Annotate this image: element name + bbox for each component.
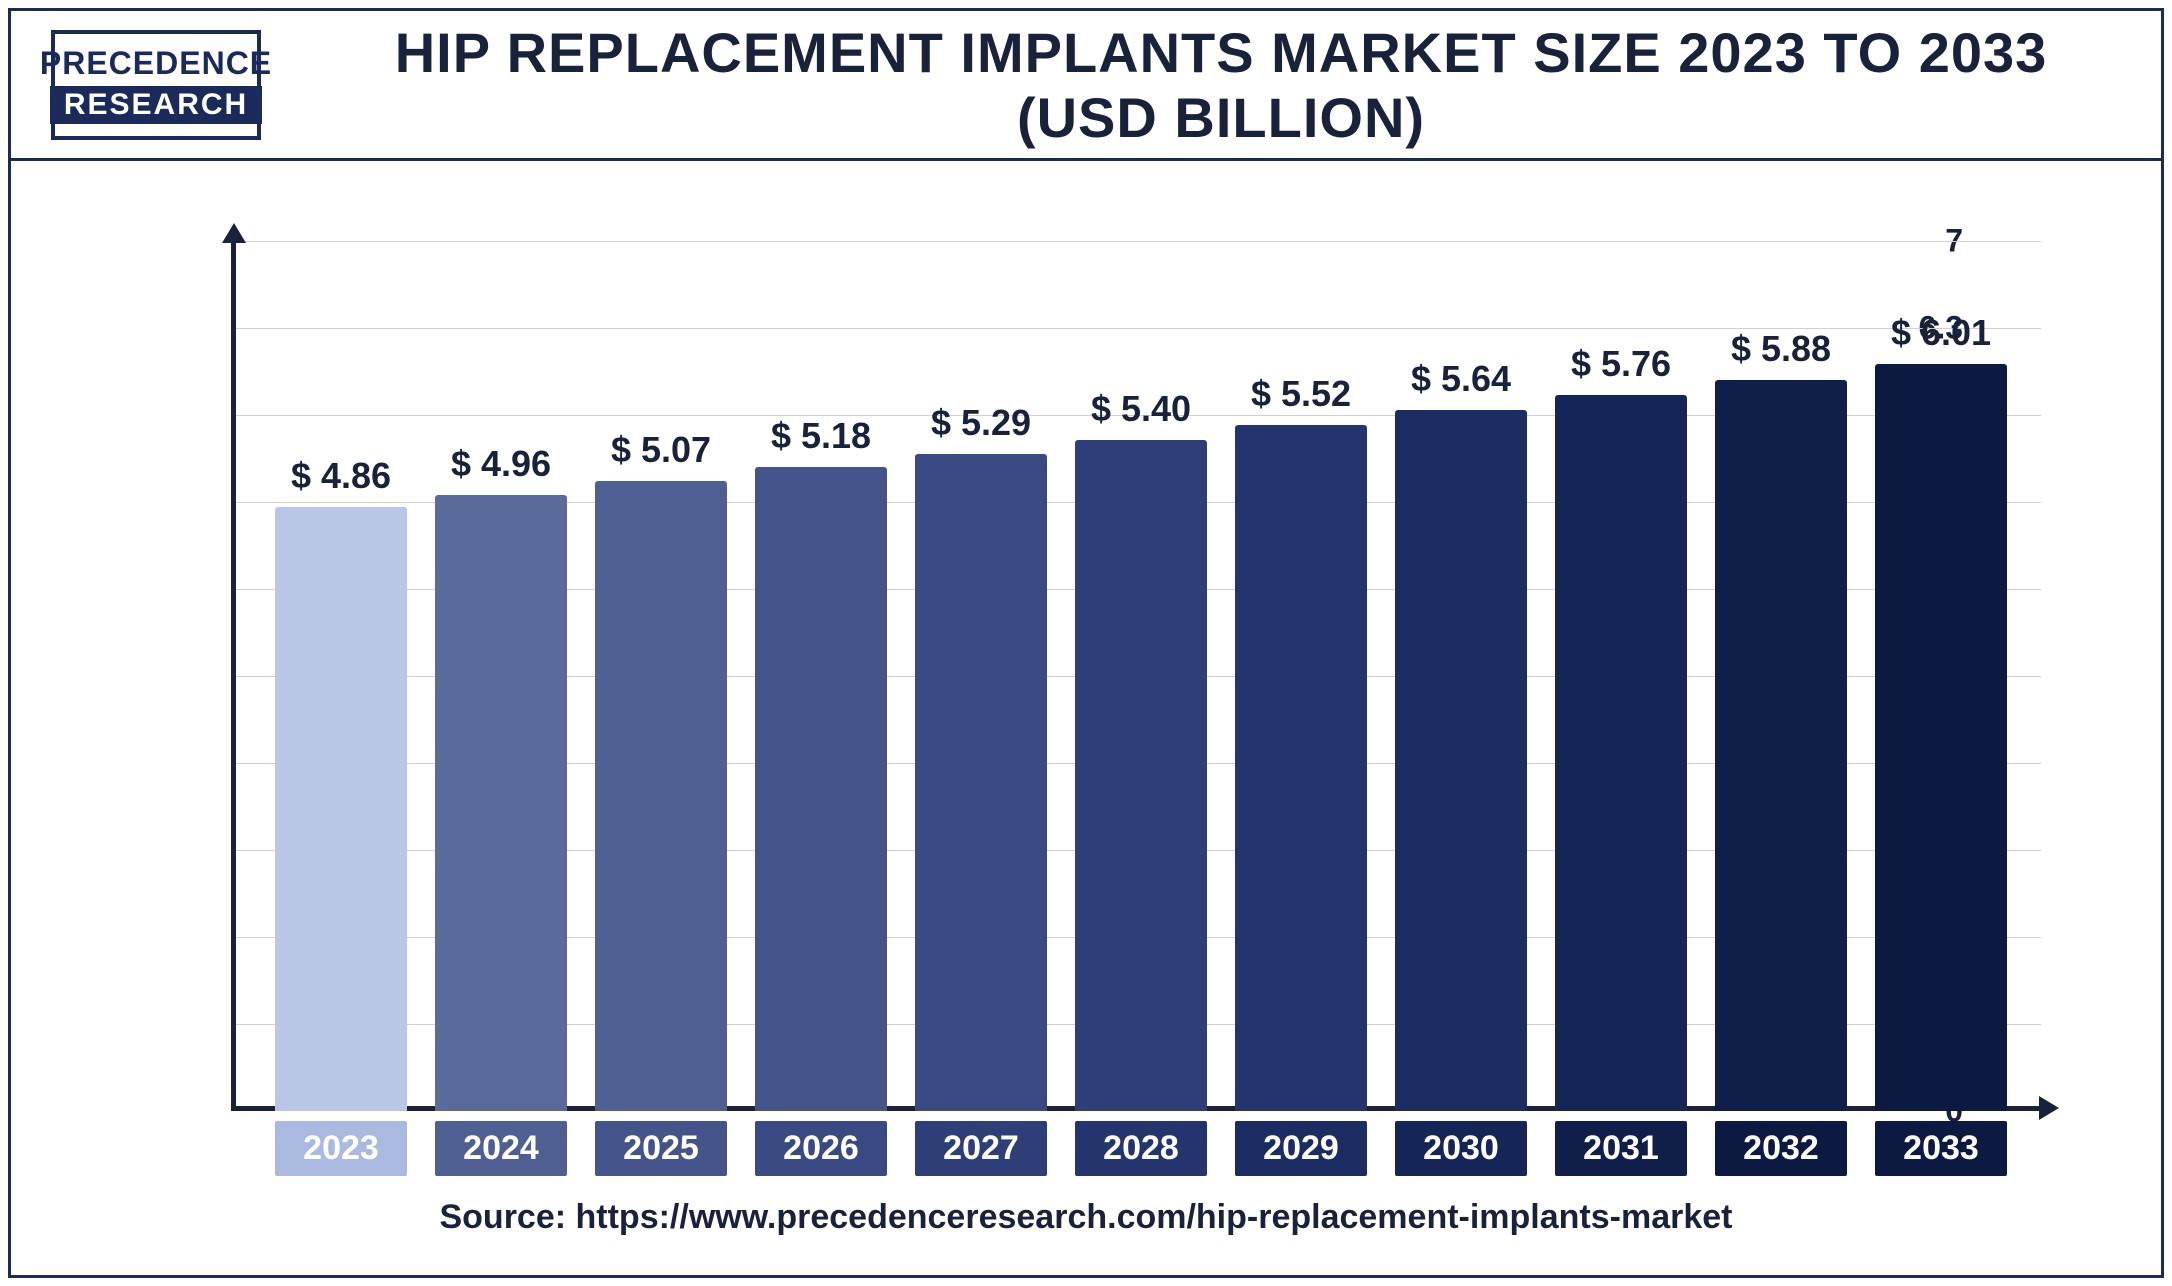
x-axis-label: 2033 (1875, 1121, 2007, 1176)
bar-value-label: $ 6.01 (1891, 312, 1991, 354)
bar-value-label: $ 5.29 (931, 402, 1031, 444)
bar-wrap: $ 5.52 (1235, 241, 1367, 1111)
y-axis-line (231, 241, 236, 1111)
bar (915, 454, 1047, 1111)
source-text: Source: https://www.precedenceresearch.c… (11, 1198, 2161, 1237)
x-axis-label: 2028 (1075, 1121, 1207, 1176)
bar-wrap: $ 6.01 (1875, 241, 2007, 1111)
bar (1075, 440, 1207, 1111)
bar (1395, 410, 1527, 1111)
bar-value-label: $ 5.88 (1731, 328, 1831, 370)
bar (755, 467, 887, 1111)
bar-wrap: $ 5.40 (1075, 241, 1207, 1111)
bar (595, 481, 727, 1111)
bar-wrap: $ 4.96 (435, 241, 567, 1111)
logo: PRECEDENCE RESEARCH (51, 30, 261, 140)
x-axis-label: 2029 (1235, 1121, 1367, 1176)
x-axis-label: 2023 (275, 1121, 407, 1176)
bar-wrap: $ 5.64 (1395, 241, 1527, 1111)
x-axis-labels: 2023 2024 2025 2026 2027 2028 2029 2030 2031 2032… (241, 1121, 2041, 1176)
bar (435, 495, 567, 1111)
bar-wrap: $ 5.07 (595, 241, 727, 1111)
bar-wrap: $ 5.18 (755, 241, 887, 1111)
bar (1875, 364, 2007, 1111)
chart-frame: PRECEDENCE RESEARCH HIP REPLACEMENT IMPL… (8, 8, 2164, 1278)
x-axis-label: 2030 (1395, 1121, 1527, 1176)
bar-value-label: $ 5.40 (1091, 388, 1191, 430)
x-axis-label: 2031 (1555, 1121, 1687, 1176)
x-axis-label: 2032 (1715, 1121, 1847, 1176)
chart-title: HIP REPLACEMENT IMPLANTS MARKET SIZE 202… (321, 20, 2121, 150)
x-axis-label: 2024 (435, 1121, 567, 1176)
bar-wrap: $ 5.76 (1555, 241, 1687, 1111)
bar-value-label: $ 5.52 (1251, 373, 1351, 415)
x-axis-label: 2026 (755, 1121, 887, 1176)
bar (1235, 425, 1367, 1111)
logo-line1: PRECEDENCE (40, 45, 272, 82)
bar-wrap: $ 5.29 (915, 241, 1047, 1111)
bar (1555, 395, 1687, 1111)
bar-value-label: $ 4.86 (291, 455, 391, 497)
x-axis-label: 2027 (915, 1121, 1047, 1176)
x-axis-label: 2025 (595, 1121, 727, 1176)
logo-line2: RESEARCH (50, 86, 262, 124)
bar-value-label: $ 5.76 (1571, 343, 1671, 385)
bar-wrap: $ 4.86 (275, 241, 407, 1111)
bar-wrap: $ 5.88 (1715, 241, 1847, 1111)
bars-container: $ 4.86 $ 4.96 $ 5.07 $ 5.18 $ 5.29 $ 5.40 $ 5.… (241, 241, 2041, 1111)
x-axis-arrow (2039, 1096, 2059, 1120)
bar-value-label: $ 4.96 (451, 443, 551, 485)
bar (275, 507, 407, 1111)
bar (1715, 380, 1847, 1111)
chart-area: 00.71.42.12.83.54.24.95.66.37 $ 4.86$ 4.… (171, 241, 2041, 1111)
bar-value-label: $ 5.18 (771, 415, 871, 457)
y-axis-arrow (222, 223, 246, 243)
header: PRECEDENCE RESEARCH HIP REPLACEMENT IMPL… (11, 11, 2161, 161)
bar-value-label: $ 5.07 (611, 429, 711, 471)
bar-value-label: $ 5.64 (1411, 358, 1511, 400)
